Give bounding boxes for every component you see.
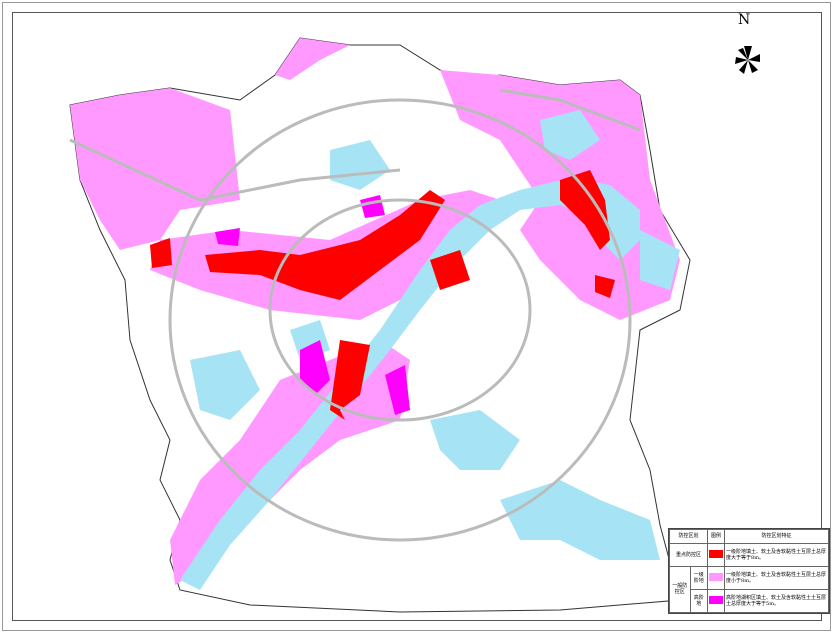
terrace-zone xyxy=(70,88,240,250)
legend-swatch-red xyxy=(709,549,724,558)
legend-desc: 一级阶地填土、软土及含软黏性土互层土总厚度小于8m。 xyxy=(724,565,829,590)
legend-desc: 一级阶地填土、软土及含软黏性土互层土总厚度大于等于8m。 xyxy=(724,542,829,567)
legend-header: 防控区划特征 xyxy=(724,529,829,544)
legend-desc: 高阶地湖积区填土、软土及含软黏性土土互层土总厚度大于等于5m。 xyxy=(724,588,829,614)
key-zone xyxy=(150,170,615,420)
legend-header: 防控区划 xyxy=(668,529,709,544)
north-label: N xyxy=(738,12,751,28)
legend-swatch-pink xyxy=(709,572,724,581)
compass-rose-icon xyxy=(735,46,760,74)
high-terrace-zone xyxy=(215,195,410,415)
terrace-zone xyxy=(275,38,350,80)
legend: 防控区划 图例 防控区划特征 重点防控区 一级阶地填土、软土及含软黏性土互层土总… xyxy=(668,528,830,614)
ring-roads xyxy=(69,88,641,542)
legend-group: 重点防控区 xyxy=(668,542,709,567)
legend-group: 一般防控区 xyxy=(669,565,691,614)
legend-header: 图例 xyxy=(707,529,726,544)
legend-sub: 一级阶地 xyxy=(689,565,709,590)
legend-swatch-magenta xyxy=(709,595,724,604)
legend-sub: 高阶地 xyxy=(689,588,709,614)
